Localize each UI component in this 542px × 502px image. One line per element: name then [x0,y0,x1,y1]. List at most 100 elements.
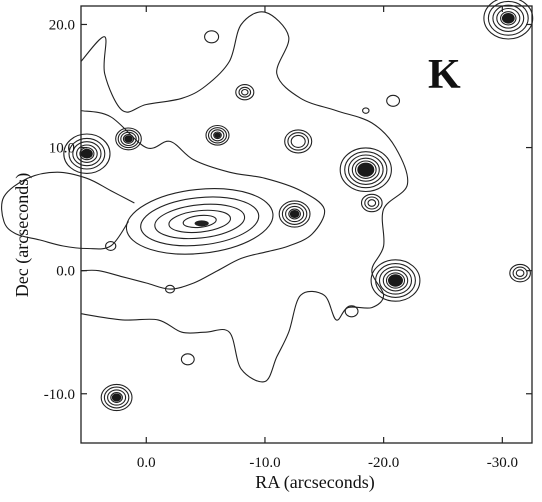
point-source-contour [515,269,525,277]
x-tick-label: -30.0 [487,455,518,471]
point-source-contour [63,133,111,174]
point-source-contour [487,0,529,36]
point-source [100,383,133,412]
point-source-core [357,162,375,177]
point-source [180,353,195,366]
central-blob-contour [140,196,260,247]
x-axis-title: RA (arcseconds) [255,472,374,493]
point-source-contour [285,205,305,223]
point-source-core [214,132,221,138]
y-axis-title: Dec (arcseconds) [12,173,33,297]
point-source-contour [210,129,225,142]
point-source-contour [72,141,102,167]
point-source-contour [360,193,383,213]
point-source [204,30,220,44]
point-source [344,305,359,318]
point-source [284,129,313,154]
point-source-contour [287,132,310,151]
x-tick-label: 0.0 [137,455,156,471]
central-blob-contour [154,203,246,240]
central-blob-contour [168,209,232,234]
contour-mid-diffuse [80,110,326,290]
point-source-contour [500,11,517,26]
point-source-contour [496,7,521,29]
point-source-contour [115,127,142,151]
point-source-core [289,210,300,218]
contour-central-ridge [1,171,135,250]
point-source-contour [122,133,135,144]
point-source [105,241,117,251]
point-source [278,200,311,228]
point-source-contour [512,266,528,280]
point-source-contour [362,107,370,114]
point-source [360,193,383,213]
point-source-contour [100,383,133,412]
point-source-contour [351,157,380,182]
point-source-core [111,393,122,402]
point-source [339,147,392,193]
central-blob-contour [182,214,217,229]
point-source-contour [492,4,525,32]
y-tick-label: 20.0 [49,17,75,33]
y-axis-ticks: -10.0 0.0 10.0 20.0 [44,17,532,403]
point-source [235,84,255,101]
point-source [483,0,534,40]
central-blob-core [194,220,209,227]
band-label: K [428,52,461,98]
point-source-contour [278,200,311,228]
point-source-contour [385,272,406,289]
point-source-contour [339,147,392,193]
point-source-contour [120,131,137,147]
point-source-contour [344,151,388,189]
point-source-core [81,148,93,159]
y-tick-label: 0.0 [56,264,75,280]
point-source-contour [207,127,228,144]
x-tick-label: -10.0 [249,455,280,471]
y-tick-label: -10.0 [44,387,75,403]
point-source-contour [205,124,230,146]
contour-outer-diffuse [80,11,409,383]
point-source-contour [375,263,416,298]
point-source [362,107,370,114]
y-tick-label: 10.0 [49,141,75,157]
central-blob-contour [125,188,274,255]
point-source-contour [281,203,308,225]
point-source-contour [105,241,117,251]
point-source-contour [204,30,220,44]
point-source-contour [290,134,306,148]
point-source-contour [68,137,106,170]
point-source-contour [241,88,249,96]
point-source [164,284,176,294]
point-source-contour [235,84,255,101]
point-source-contour [284,129,313,154]
point-source-contour [354,160,377,179]
point-source [386,94,401,107]
plot-frame [80,5,533,444]
point-source-core [124,135,133,143]
point-source-contour [164,284,176,294]
point-source-contour [382,269,409,292]
point-source-contour [386,94,401,107]
point-source-contour [107,389,127,406]
point-source-core [501,12,515,24]
point-source-contour [344,305,359,318]
point-source [370,259,421,302]
point-source-contour [509,263,531,283]
point-source-contour [367,199,377,207]
point-source-contour [76,144,98,163]
point-source-contour [110,392,123,403]
point-source-contour [117,129,140,149]
contour-layer [1,0,534,412]
point-source-contour [103,386,130,409]
point-source-core [388,274,403,287]
x-axis-ticks: 0.0 -10.0 -20.0 -30.0 [137,6,518,471]
point-source-contour [238,86,252,98]
point-source-contour [378,266,413,295]
point-source-contour [364,196,380,210]
point-source [205,124,230,146]
point-source-contour [483,0,534,40]
point-source-contour [213,131,222,140]
point-source-contour [347,154,384,185]
point-source-contour [370,259,421,302]
